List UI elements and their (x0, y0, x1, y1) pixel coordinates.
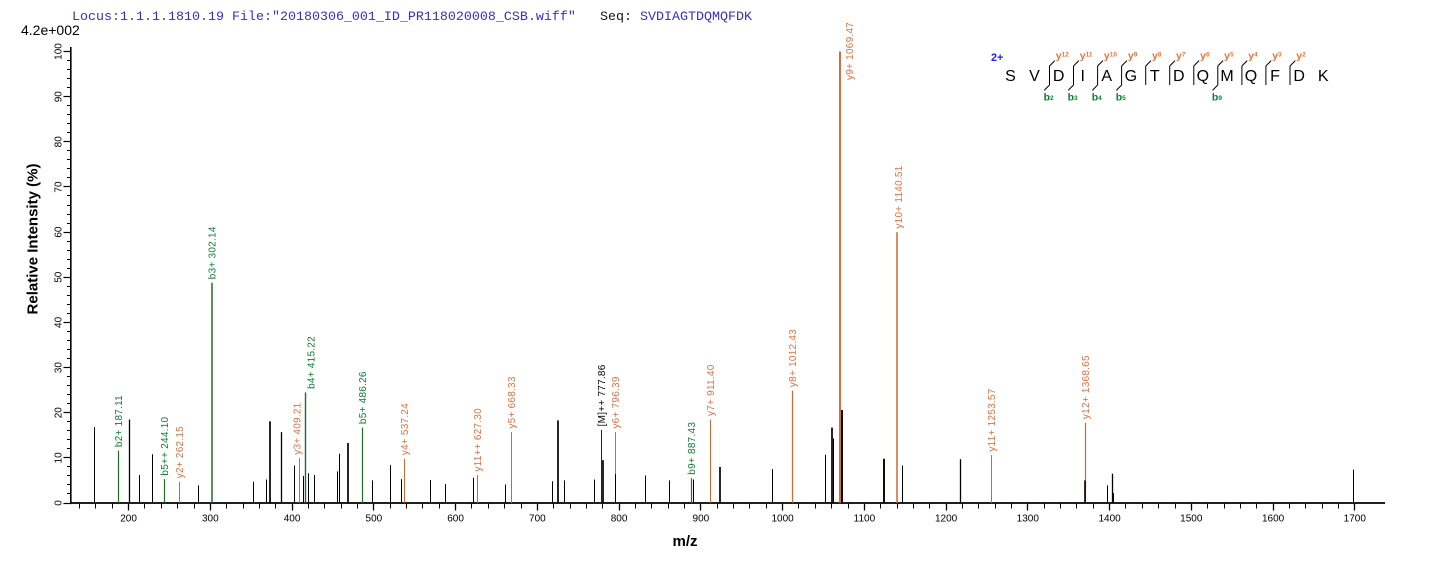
svg-text:1600: 1600 (1262, 514, 1285, 525)
svg-text:y6: y6 (1200, 50, 1210, 62)
svg-text:1200: 1200 (935, 514, 958, 525)
svg-text:y11++ 627.30: y11++ 627.30 (473, 408, 484, 472)
svg-text:Relative Intensity (%): Relative Intensity (%) (25, 164, 42, 315)
svg-text:y12: y12 (1056, 50, 1069, 62)
svg-text:y8+ 1012.43: y8+ 1012.43 (788, 329, 799, 387)
svg-text:Q: Q (1245, 68, 1257, 85)
svg-text:20: 20 (54, 407, 65, 419)
svg-text:600: 600 (447, 514, 464, 525)
svg-text:Seq:: Seq: (600, 10, 632, 25)
svg-text:80: 80 (54, 136, 65, 148)
svg-text:70: 70 (54, 181, 65, 193)
svg-text:y2: y2 (1296, 50, 1306, 62)
svg-text:K: K (1318, 68, 1329, 85)
svg-text:b9+ 887.43: b9+ 887.43 (687, 422, 698, 475)
svg-text:b5: b5 (1116, 92, 1126, 104)
svg-text:300: 300 (202, 514, 219, 525)
svg-text:900: 900 (693, 514, 710, 525)
svg-text:50: 50 (54, 271, 65, 283)
svg-text:1500: 1500 (1180, 514, 1203, 525)
svg-text:y5+ 668.33: y5+ 668.33 (507, 376, 518, 428)
svg-text:800: 800 (611, 514, 628, 525)
svg-text:I: I (1080, 68, 1084, 85)
svg-text:y4: y4 (1248, 50, 1258, 62)
svg-text:700: 700 (529, 514, 546, 525)
svg-text:60: 60 (54, 226, 65, 238)
svg-text:90: 90 (54, 91, 65, 103)
svg-text:y11: y11 (1080, 50, 1093, 62)
svg-text:y6+ 796.39: y6+ 796.39 (611, 376, 622, 428)
svg-text:y5: y5 (1224, 50, 1234, 62)
svg-text:b5+ 486.26: b5+ 486.26 (358, 371, 369, 424)
svg-text:M: M (1220, 68, 1233, 85)
svg-text:b9: b9 (1212, 92, 1222, 104)
svg-text:y3: y3 (1272, 50, 1282, 62)
svg-text:4.2e+002: 4.2e+002 (21, 22, 80, 38)
svg-text:200: 200 (120, 514, 137, 525)
svg-text:10: 10 (54, 452, 65, 464)
svg-text:S: S (1005, 68, 1016, 85)
svg-text:2+: 2+ (991, 52, 1003, 64)
svg-text:F: F (1270, 68, 1280, 85)
svg-text:G: G (1125, 68, 1137, 85)
svg-text:y3+ 409.21: y3+ 409.21 (293, 402, 304, 454)
svg-text:b5++ 244.10: b5++ 244.10 (160, 416, 171, 475)
svg-text:y12+ 1368.65: y12+ 1368.65 (1081, 355, 1092, 419)
svg-text:D: D (1173, 68, 1185, 85)
svg-text:Q: Q (1197, 68, 1209, 85)
svg-text:m/z: m/z (672, 533, 697, 550)
svg-text:SVDIAGTDQMQFDK: SVDIAGTDQMQFDK (640, 10, 752, 25)
svg-text:1300: 1300 (1017, 514, 1040, 525)
svg-text:0: 0 (54, 500, 65, 506)
svg-text:y10: y10 (1104, 50, 1117, 62)
svg-text:b2+ 187.11: b2+ 187.11 (114, 395, 125, 447)
svg-text:y9: y9 (1128, 50, 1138, 62)
svg-text:V: V (1029, 68, 1040, 85)
svg-text:1100: 1100 (854, 514, 876, 525)
svg-text:b3+ 302.14: b3+ 302.14 (208, 226, 219, 279)
svg-text:Locus:1.1.1.1810.19 File:"2018: Locus:1.1.1.1810.19 File:"20180306_001_I… (72, 10, 576, 25)
svg-text:y2+ 262.15: y2+ 262.15 (175, 426, 186, 478)
svg-text:y7+ 911.40: y7+ 911.40 (706, 364, 717, 416)
svg-text:y9+ 1069.47: y9+ 1069.47 (845, 22, 856, 80)
svg-text:100: 100 (54, 43, 65, 60)
svg-text:y4+ 537.24: y4+ 537.24 (400, 403, 411, 455)
svg-text:y10+ 1140.51: y10+ 1140.51 (894, 165, 905, 228)
svg-text:y8: y8 (1152, 50, 1162, 62)
svg-text:T: T (1150, 68, 1160, 85)
svg-text:500: 500 (366, 514, 383, 525)
svg-text:400: 400 (284, 514, 301, 525)
svg-text:y7: y7 (1176, 50, 1186, 62)
svg-text:1000: 1000 (771, 514, 794, 525)
svg-text:b4: b4 (1092, 92, 1102, 104)
svg-text:30: 30 (54, 362, 65, 374)
svg-text:A: A (1101, 68, 1112, 85)
svg-text:b2: b2 (1044, 92, 1054, 104)
svg-text:40: 40 (54, 316, 65, 328)
svg-text:b4+ 415.22: b4+ 415.22 (307, 336, 318, 389)
svg-text:[M]++ 777.86: [M]++ 777.86 (597, 364, 608, 426)
svg-text:1700: 1700 (1344, 514, 1367, 525)
svg-text:D: D (1293, 68, 1305, 85)
svg-text:D: D (1053, 68, 1065, 85)
svg-text:y11+ 1253.57: y11+ 1253.57 (987, 388, 998, 451)
svg-text:b3: b3 (1068, 92, 1078, 104)
svg-text:1400: 1400 (1098, 514, 1121, 525)
